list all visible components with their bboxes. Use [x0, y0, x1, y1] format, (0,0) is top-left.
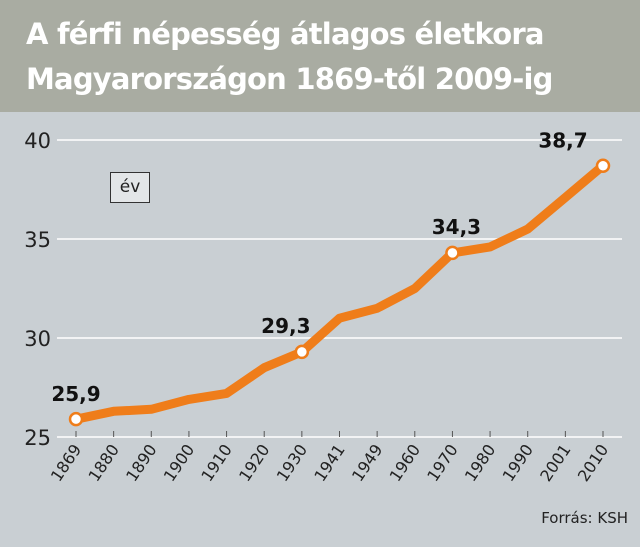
chart-header: A férfi népesség átlagos életkora Magyar… [0, 0, 640, 112]
x-tick-label: 1920 [235, 441, 274, 485]
data-label-2010: 38,7 [538, 129, 587, 153]
x-tick-label: 1900 [160, 441, 199, 485]
x-tick-label: 1970 [423, 441, 462, 485]
x-tick-label: 1910 [197, 441, 236, 485]
x-tick-label: 1960 [386, 441, 425, 485]
chart-title-line-1: A férfi népesség átlagos életkora [26, 17, 544, 51]
x-tick-label: 1869 [47, 441, 86, 485]
x-tick-label: 1990 [499, 441, 538, 485]
x-tick-label: 1949 [348, 441, 387, 485]
data-point-1869 [68, 411, 84, 427]
x-tick-label: 1941 [310, 441, 349, 485]
y-tick-label: 30 [24, 327, 51, 351]
x-tick-label: 1880 [84, 441, 123, 485]
y-tick-label: 25 [24, 426, 51, 450]
source-note: Forrás: KSH [541, 509, 628, 527]
x-tick-label: 2010 [574, 441, 613, 485]
data-label-1970: 34,3 [432, 215, 481, 239]
data-point-1970 [445, 245, 460, 261]
unit-label: év [110, 172, 150, 203]
chart-title-line-2: Magyarországon 1869-től 2009-ig [26, 62, 553, 96]
data-point-1930 [294, 344, 310, 360]
series-line [71, 161, 608, 424]
data-label-1930: 29,3 [261, 314, 310, 338]
x-tick-label: 1890 [122, 441, 161, 485]
y-tick-label: 40 [24, 129, 51, 153]
data-label-1869: 25,9 [51, 382, 100, 406]
x-tick-label: 2001 [536, 441, 575, 485]
x-tick-label: 1980 [461, 441, 500, 485]
data-point-2010 [595, 158, 611, 173]
x-tick-label: 1930 [273, 441, 312, 485]
y-tick-label: 35 [24, 228, 51, 252]
plot-area [0, 112, 640, 547]
